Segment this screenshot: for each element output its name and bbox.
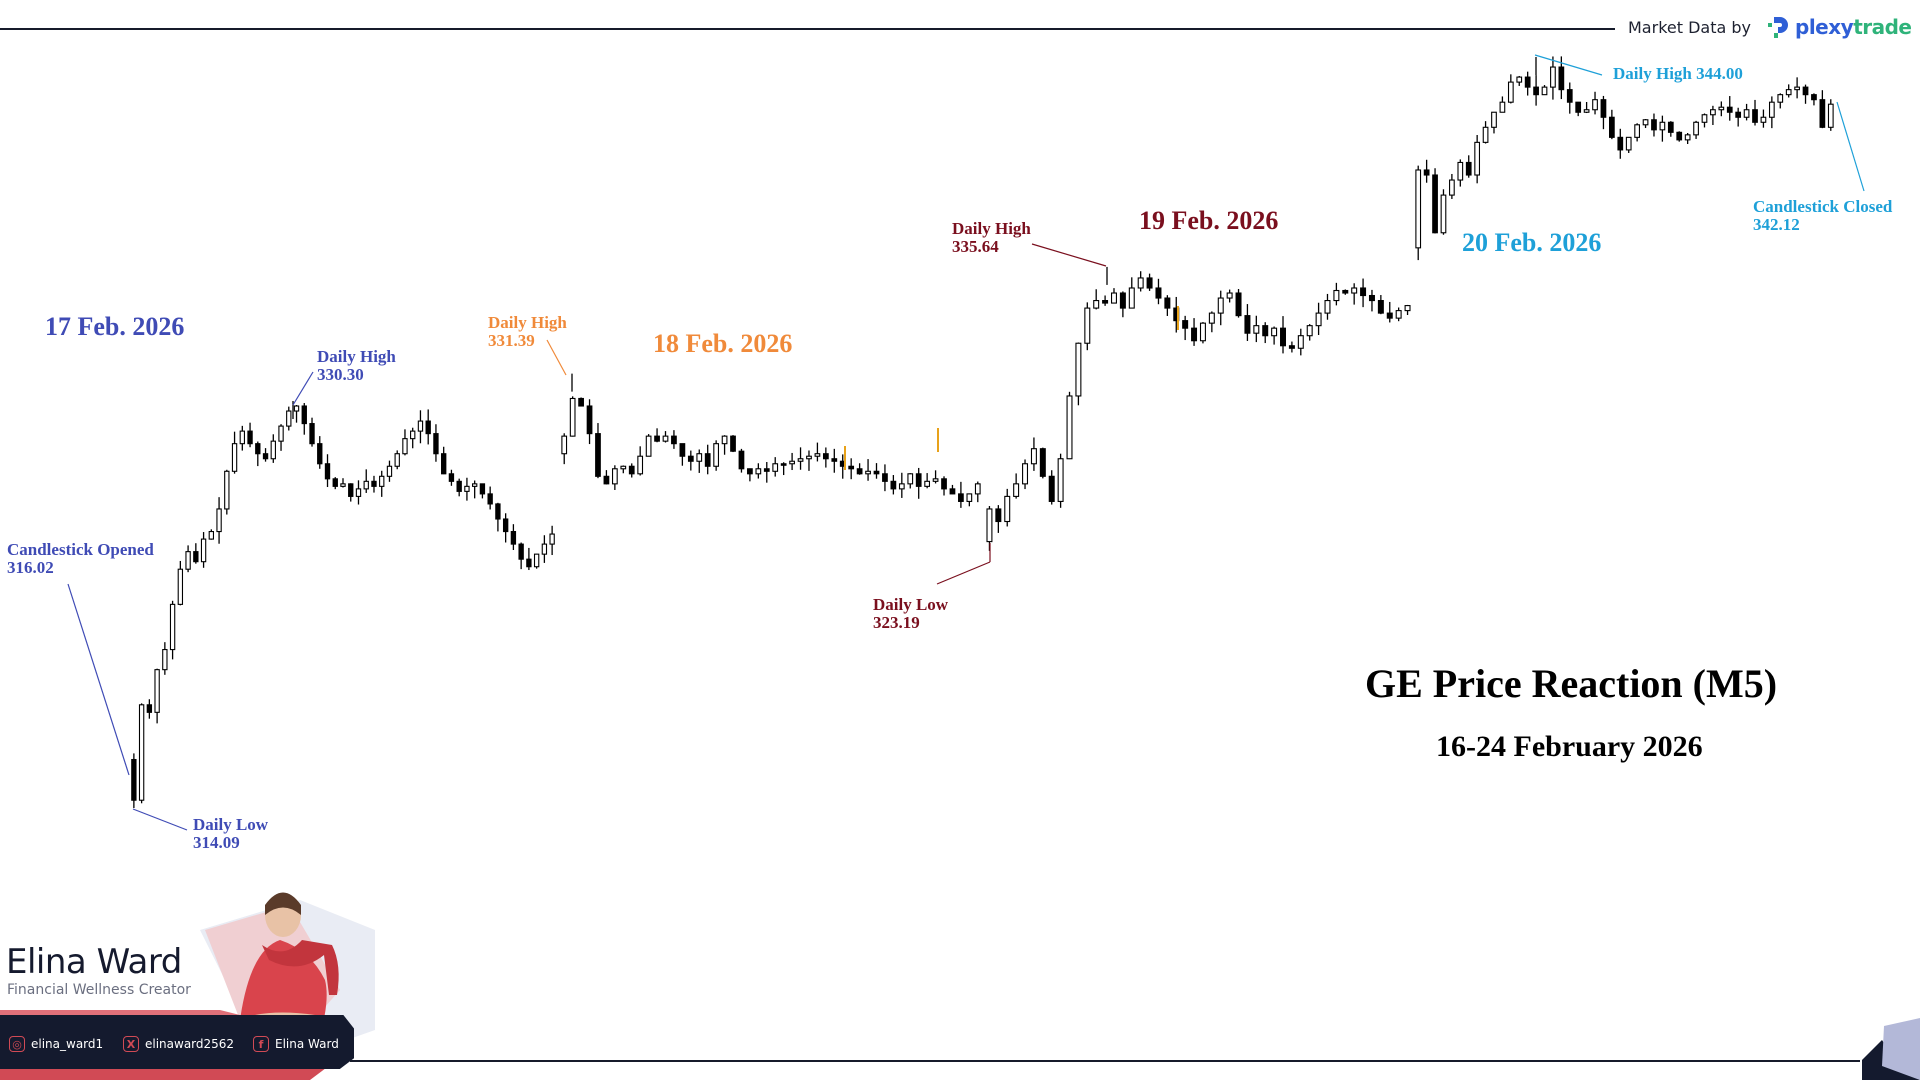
instagram-icon: ◎ <box>9 1036 25 1052</box>
annotation-value: 335.64 <box>952 236 999 256</box>
plexy-text: plexy <box>1795 15 1854 39</box>
footer-divider-line <box>350 1060 1860 1062</box>
header-divider-line <box>0 28 1615 30</box>
trade-text: trade <box>1853 15 1912 39</box>
plexytrade-logo: plexytrade <box>1765 14 1912 40</box>
date-label-17-feb: 17 Feb. 2026 <box>45 312 185 341</box>
annotation-d17-daily-high: Daily High 330.30 <box>317 348 396 384</box>
annotation-label: Daily High <box>317 347 396 366</box>
date-label-20-feb: 20 Feb. 2026 <box>1462 228 1602 257</box>
chart-title: GE Price Reaction (M5) <box>1365 661 1778 706</box>
facebook-handle: Elina Ward <box>275 1037 339 1051</box>
facebook-icon: f <box>253 1036 269 1052</box>
annotation-d20-candlestick-closed: Candlestick Closed 342.12 <box>1753 198 1892 234</box>
instagram-handle: elina_ward1 <box>31 1037 104 1051</box>
plexytrade-logo-icon <box>1768 17 1788 38</box>
annotation-value: 342.12 <box>1753 214 1800 234</box>
annotation-label: Daily High <box>952 219 1031 238</box>
annotation-label: Daily Low <box>193 815 269 834</box>
annotation-d20-daily-high: Daily High 344.00 <box>1613 64 1743 83</box>
annotation-value: 316.02 <box>7 557 54 577</box>
annotation-d19-daily-low: Daily Low 323.19 <box>873 596 948 632</box>
annotation-label: Daily High <box>488 313 567 332</box>
date-label-18-feb: 18 Feb. 2026 <box>653 329 793 358</box>
social-facebook[interactable]: f Elina Ward <box>253 1036 339 1052</box>
annotation-value: 330.30 <box>317 364 364 384</box>
market-data-label: Market Data by <box>1628 18 1751 37</box>
creator-name: Elina Ward <box>6 942 182 982</box>
x-handle: elinaward2562 <box>145 1037 235 1051</box>
social-bar <box>0 1015 354 1069</box>
x-twitter-icon: X <box>123 1036 139 1052</box>
annotation-d18-daily-high: Daily High 331.39 <box>488 314 567 350</box>
annotation-value: 314.09 <box>193 832 240 852</box>
annotation-label: Candlestick Closed <box>1753 197 1893 216</box>
corner-decoration <box>1862 1018 1920 1080</box>
social-instagram[interactable]: ◎ elina_ward1 <box>9 1036 103 1052</box>
chart-subtitle: 16-24 February 2026 <box>1436 730 1703 763</box>
annotation-value: 323.19 <box>873 612 920 632</box>
annotation-d17-daily-low: Daily Low 314.09 <box>193 816 268 852</box>
date-label-19-feb: 19 Feb. 2026 <box>1139 206 1279 235</box>
plexytrade-wordmark: plexytrade <box>1795 15 1912 39</box>
annotation-d19-daily-high: Daily High 335.64 <box>952 220 1031 256</box>
annotation-label: Candlestick Opened <box>7 540 154 559</box>
social-x[interactable]: X elinaward2562 <box>123 1036 234 1052</box>
annotation-candlestick-opened: Candlestick Opened 316.02 <box>7 541 154 577</box>
annotation-label: Daily Low <box>873 595 949 614</box>
annotation-value: 331.39 <box>488 330 535 350</box>
creator-role: Financial Wellness Creator <box>7 982 191 998</box>
